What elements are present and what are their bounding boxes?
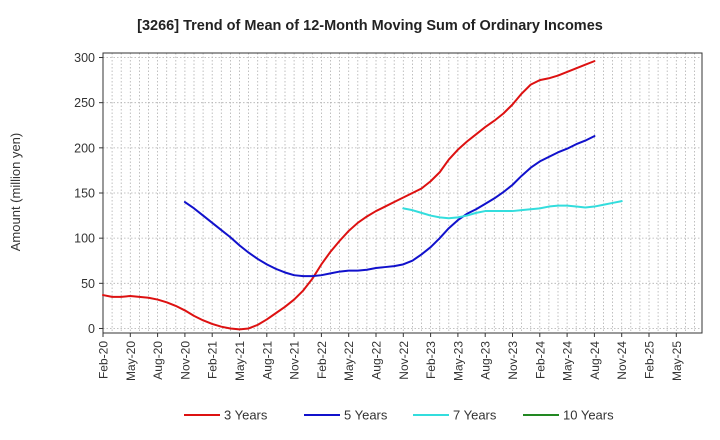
x-tick-label: May-24	[561, 341, 575, 381]
y-tick-label: 300	[74, 51, 95, 65]
x-tick-label: Aug-24	[588, 341, 602, 380]
y-axis-ticks: 0 50 100 150 200 250 300	[74, 51, 103, 336]
grid	[103, 53, 702, 333]
y-tick-label: 0	[88, 322, 95, 336]
x-tick-label: Feb-21	[206, 341, 220, 379]
y-tick-label: 200	[74, 141, 95, 155]
x-tick-label: Aug-23	[479, 341, 493, 380]
x-tick-label: Aug-22	[370, 341, 384, 380]
series-lines	[102, 60, 623, 331]
legend-label-10-years: 10 Years	[563, 408, 614, 423]
y-tick-label: 250	[74, 96, 95, 110]
x-tick-label: Feb-22	[315, 341, 329, 379]
series-line-3-years	[102, 60, 596, 331]
x-tick-label: Feb-25	[643, 341, 657, 379]
x-tick-label: Aug-20	[151, 341, 165, 380]
x-tick-label: May-20	[124, 341, 138, 381]
x-tick-label: Nov-21	[288, 341, 302, 380]
x-tick-label: Nov-22	[397, 341, 411, 380]
legend-label-3-years: 3 Years	[224, 408, 268, 423]
series-line-5-years	[183, 135, 596, 278]
x-axis-ticks: Feb-20 May-20 Aug-20 Nov-20 Feb-21 May-21 Aug-…	[97, 333, 684, 381]
legend: 3 Years 5 Years 7 Years 10 Years	[184, 408, 614, 423]
x-tick-label: May-22	[342, 341, 356, 381]
x-tick-label: Feb-23	[424, 341, 438, 379]
y-tick-label: 50	[81, 277, 95, 291]
x-tick-label: May-23	[451, 341, 465, 381]
x-tick-label: Nov-24	[615, 341, 629, 380]
legend-label-5-years: 5 Years	[344, 408, 388, 423]
y-axis-label: Amount (million yen)	[8, 133, 23, 252]
y-tick-label: 100	[74, 232, 95, 246]
y-tick-label: 150	[74, 187, 95, 201]
x-tick-label: Feb-20	[97, 341, 111, 379]
chart-title: [3266] Trend of Mean of 12-Month Moving …	[137, 18, 603, 34]
x-tick-label: May-21	[233, 341, 247, 381]
x-tick-label: Feb-24	[533, 341, 547, 379]
legend-label-7-years: 7 Years	[453, 408, 497, 423]
x-tick-label: May-25	[670, 341, 684, 381]
x-tick-label: Nov-23	[506, 341, 520, 380]
x-tick-label: Aug-21	[260, 341, 274, 380]
x-tick-label: Nov-20	[178, 341, 192, 380]
series-line-7-years	[402, 200, 623, 220]
